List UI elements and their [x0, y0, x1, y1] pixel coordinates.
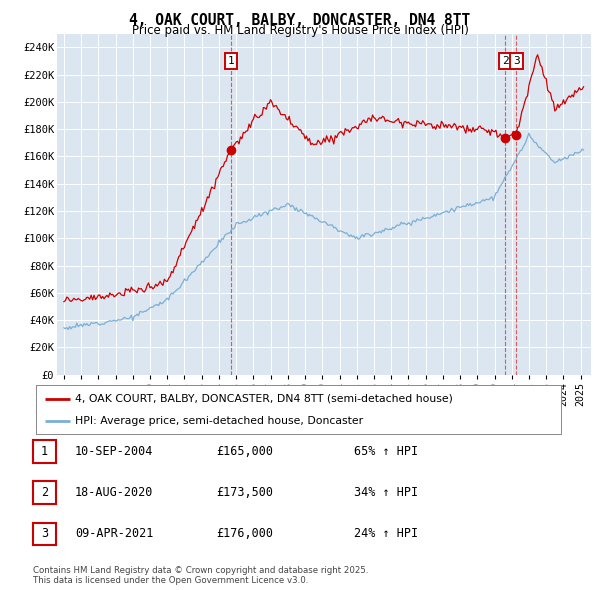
Text: 09-APR-2021: 09-APR-2021 — [75, 527, 154, 540]
Text: HPI: Average price, semi-detached house, Doncaster: HPI: Average price, semi-detached house,… — [76, 416, 364, 426]
Text: 65% ↑ HPI: 65% ↑ HPI — [354, 445, 418, 458]
Text: 24% ↑ HPI: 24% ↑ HPI — [354, 527, 418, 540]
Text: 1: 1 — [41, 445, 48, 458]
Text: 10-SEP-2004: 10-SEP-2004 — [75, 445, 154, 458]
Text: 3: 3 — [513, 56, 520, 66]
Text: Price paid vs. HM Land Registry's House Price Index (HPI): Price paid vs. HM Land Registry's House … — [131, 24, 469, 37]
Text: 1: 1 — [227, 56, 234, 66]
Text: Contains HM Land Registry data © Crown copyright and database right 2025.
This d: Contains HM Land Registry data © Crown c… — [33, 566, 368, 585]
Text: £165,000: £165,000 — [216, 445, 273, 458]
Text: 34% ↑ HPI: 34% ↑ HPI — [354, 486, 418, 499]
Text: 3: 3 — [41, 527, 48, 540]
Text: 4, OAK COURT, BALBY, DONCASTER, DN4 8TT: 4, OAK COURT, BALBY, DONCASTER, DN4 8TT — [130, 13, 470, 28]
Text: 18-AUG-2020: 18-AUG-2020 — [75, 486, 154, 499]
Text: £176,000: £176,000 — [216, 527, 273, 540]
Text: 2: 2 — [502, 56, 509, 66]
Text: £173,500: £173,500 — [216, 486, 273, 499]
Text: 4, OAK COURT, BALBY, DONCASTER, DN4 8TT (semi-detached house): 4, OAK COURT, BALBY, DONCASTER, DN4 8TT … — [76, 394, 453, 404]
Text: 2: 2 — [41, 486, 48, 499]
